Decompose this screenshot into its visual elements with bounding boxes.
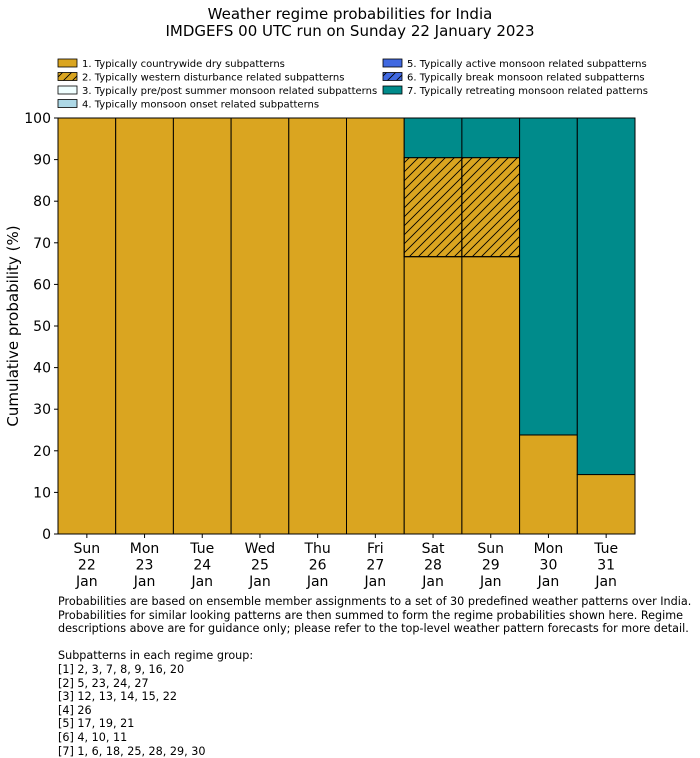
legend-label: 4. Typically monsoon onset related subpa…	[82, 100, 319, 111]
legend-swatch	[57, 99, 78, 108]
x-tick-label: 27	[366, 558, 384, 574]
x-tick-label: Jan	[364, 574, 387, 590]
subpattern-groups: Subpatterns in each regime group: [1] 2,…	[58, 649, 254, 758]
legend-label: 5. Typically active monsoon related subp…	[407, 59, 647, 70]
x-tick-label: Jan	[594, 574, 617, 590]
legend-label: 6. Typically break monsoon related subpa…	[407, 73, 645, 84]
x-tick-label: Sun	[74, 541, 101, 557]
x-tick-label: Jan	[421, 574, 444, 590]
legend-swatch-hatch	[58, 72, 77, 81]
bar-segment	[288, 117, 347, 535]
y-tick-label: 70	[33, 236, 51, 252]
x-tick-label: 31	[597, 558, 615, 574]
bar-segment	[57, 117, 117, 535]
x-tick-label: Wed	[245, 541, 276, 557]
legend-label: 7. Typically retreating monsoon related …	[407, 86, 648, 97]
y-tick-label: 50	[33, 319, 51, 335]
x-tick-label: Sun	[477, 541, 504, 557]
x-tick-label: Jan	[190, 574, 213, 590]
y-tick-label: 20	[33, 444, 51, 460]
x-tick-label: 24	[193, 558, 211, 574]
x-tick-label: 26	[309, 558, 327, 574]
chart-subtitle: IMDGEFS 00 UTC run on Sunday 22 January …	[166, 22, 535, 40]
legend-label: 2. Typically western disturbance related…	[82, 73, 344, 84]
bar-segment	[519, 434, 578, 535]
bar-segment	[346, 117, 405, 535]
y-tick-label: 100	[24, 111, 51, 127]
x-tick-label: Jan	[248, 574, 271, 590]
bar-segment	[576, 117, 636, 476]
notes-paragraph: Probabilities are based on ensemble memb…	[58, 595, 692, 636]
bar-segment	[461, 117, 521, 159]
x-tick-label: Mon	[130, 541, 160, 557]
bar-segment-hatch	[403, 157, 463, 258]
x-tick-label: 22	[78, 558, 96, 574]
notes: Probabilities are based on ensemble memb…	[58, 595, 691, 758]
legend-label: 1. Typically countrywide dry subpatterns	[82, 59, 285, 70]
y-tick-label: 0	[42, 527, 51, 543]
chart-title: Weather regime probabilities for India	[208, 5, 493, 23]
x-tick-label: Sat	[422, 541, 445, 557]
bar-segment	[403, 256, 463, 535]
x-tick-label: Jan	[306, 574, 329, 590]
x-tick-label: 29	[482, 558, 500, 574]
y-axis-label: Cumulative probability (%)	[4, 225, 22, 426]
x-tick-label: 25	[251, 558, 269, 574]
x-tick-label: Jan	[537, 574, 560, 590]
x-tick-label: Jan	[133, 574, 156, 590]
bar-segment	[461, 256, 521, 535]
bar-segment	[519, 117, 578, 436]
bar-segment-hatch	[461, 157, 521, 258]
x-tick-label: Thu	[303, 541, 330, 557]
y-tick-label: 40	[33, 361, 51, 377]
y-tick-label: 90	[33, 153, 51, 169]
legend-swatch	[382, 85, 403, 95]
x-tick-label: Tue	[593, 541, 618, 557]
x-tick-label: Fri	[367, 541, 384, 557]
x-tick-label: 23	[136, 558, 154, 574]
bar-segment	[230, 117, 290, 535]
y-tick-label: 80	[33, 194, 51, 210]
legend-swatch	[57, 85, 78, 95]
x-tick-label: Jan	[75, 574, 98, 590]
bar-segment	[576, 474, 636, 535]
legend-swatch	[382, 58, 403, 68]
y-tick-label: 60	[33, 277, 51, 293]
x-tick-label: Tue	[189, 541, 214, 557]
bar-segment	[403, 117, 463, 159]
y-tick-label: 30	[33, 402, 51, 418]
bar-segment	[172, 117, 232, 535]
legend-swatch	[57, 58, 78, 68]
legend-label: 3. Typically pre/post summer monsoon rel…	[82, 86, 377, 97]
bar-segment	[115, 117, 174, 535]
regime-probability-chart: Weather regime probabilities for IndiaIM…	[4, 5, 648, 590]
x-tick-label: 28	[424, 558, 442, 574]
legend-swatch-hatch	[383, 72, 402, 81]
y-tick-label: 10	[33, 485, 51, 501]
x-tick-label: Jan	[479, 574, 502, 590]
x-tick-label: Mon	[534, 541, 564, 557]
x-tick-label: 30	[540, 558, 558, 574]
